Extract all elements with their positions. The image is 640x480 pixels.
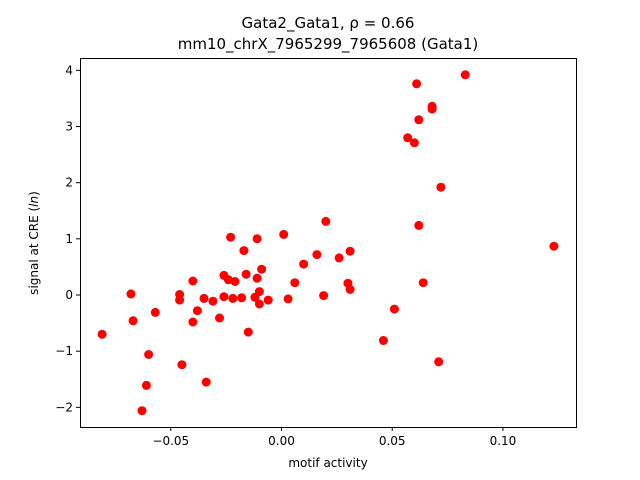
data-point [239,246,249,256]
data-point [257,264,267,274]
data-point [403,133,413,143]
data-points [97,70,559,416]
data-point [290,278,300,288]
data-point [188,317,198,327]
y-tick-label: 2 [65,176,73,190]
x-tick-label: 0.05 [379,434,406,448]
data-point [192,306,202,316]
data-point [141,380,151,390]
data-point [252,273,262,283]
data-point [434,357,444,367]
data-point [345,246,355,256]
data-point [389,304,399,314]
data-point [144,350,154,359]
data-point [150,307,160,317]
data-point [201,377,211,387]
y-tick-label: 3 [65,120,73,134]
y-axis-label: signal at CRE (ln) [27,191,41,295]
y-tick-label: −1 [55,344,73,358]
data-point [219,292,229,302]
x-tick-label: 0.10 [490,434,517,448]
data-point [279,229,289,239]
data-point [230,277,240,286]
data-point [177,360,187,370]
x-tick-label: 0.00 [268,434,295,448]
x-axis-ticks: −0.05 0.00 0.05 0.10 [152,427,516,448]
data-point [175,290,185,299]
data-point [241,269,251,279]
data-point [228,293,238,303]
data-point [427,101,437,111]
x-axis-label: motif activity [288,456,367,470]
data-point [215,313,224,323]
data-point [321,216,331,226]
data-point [319,291,329,301]
data-point [97,329,107,339]
data-point [312,250,322,260]
data-point [414,115,424,125]
data-point [409,138,419,148]
y-tick-label: 0 [65,288,73,302]
data-point [378,336,388,345]
y-tick-label: 4 [65,63,73,77]
x-tick-label: −0.05 [152,434,189,448]
chart-title-line2: mm10_chrX_7965299_7965608 (Gata1) [178,35,479,54]
y-axis-ticks: −2 −1 0 1 2 3 4 [55,63,80,414]
data-point [436,182,446,192]
plot-frame [80,58,577,428]
chart-title-line1: Gata2_Gata1, ρ = 0.66 [242,14,415,33]
chart-title: Gata2_Gata1, ρ = 0.66 mm10_chrX_7965299_… [178,14,479,54]
data-point [334,253,344,263]
data-point [299,259,309,269]
y-tick-label: −2 [55,400,73,414]
y-tick-label: 1 [65,232,73,246]
data-point [243,327,253,337]
data-point [226,232,236,242]
data-point [414,220,424,230]
data-point [199,293,209,303]
data-point [412,79,422,89]
data-point [345,284,355,294]
data-point [254,287,264,297]
data-point [188,276,198,286]
data-point [418,278,428,288]
data-point [254,299,264,309]
data-point [460,70,470,80]
data-point [126,289,136,299]
data-point [549,241,559,251]
data-point [237,293,247,303]
data-point [283,294,293,304]
data-point [263,295,273,305]
data-point [208,296,218,306]
data-point [252,234,262,244]
data-point [128,316,138,326]
data-point [137,406,147,416]
